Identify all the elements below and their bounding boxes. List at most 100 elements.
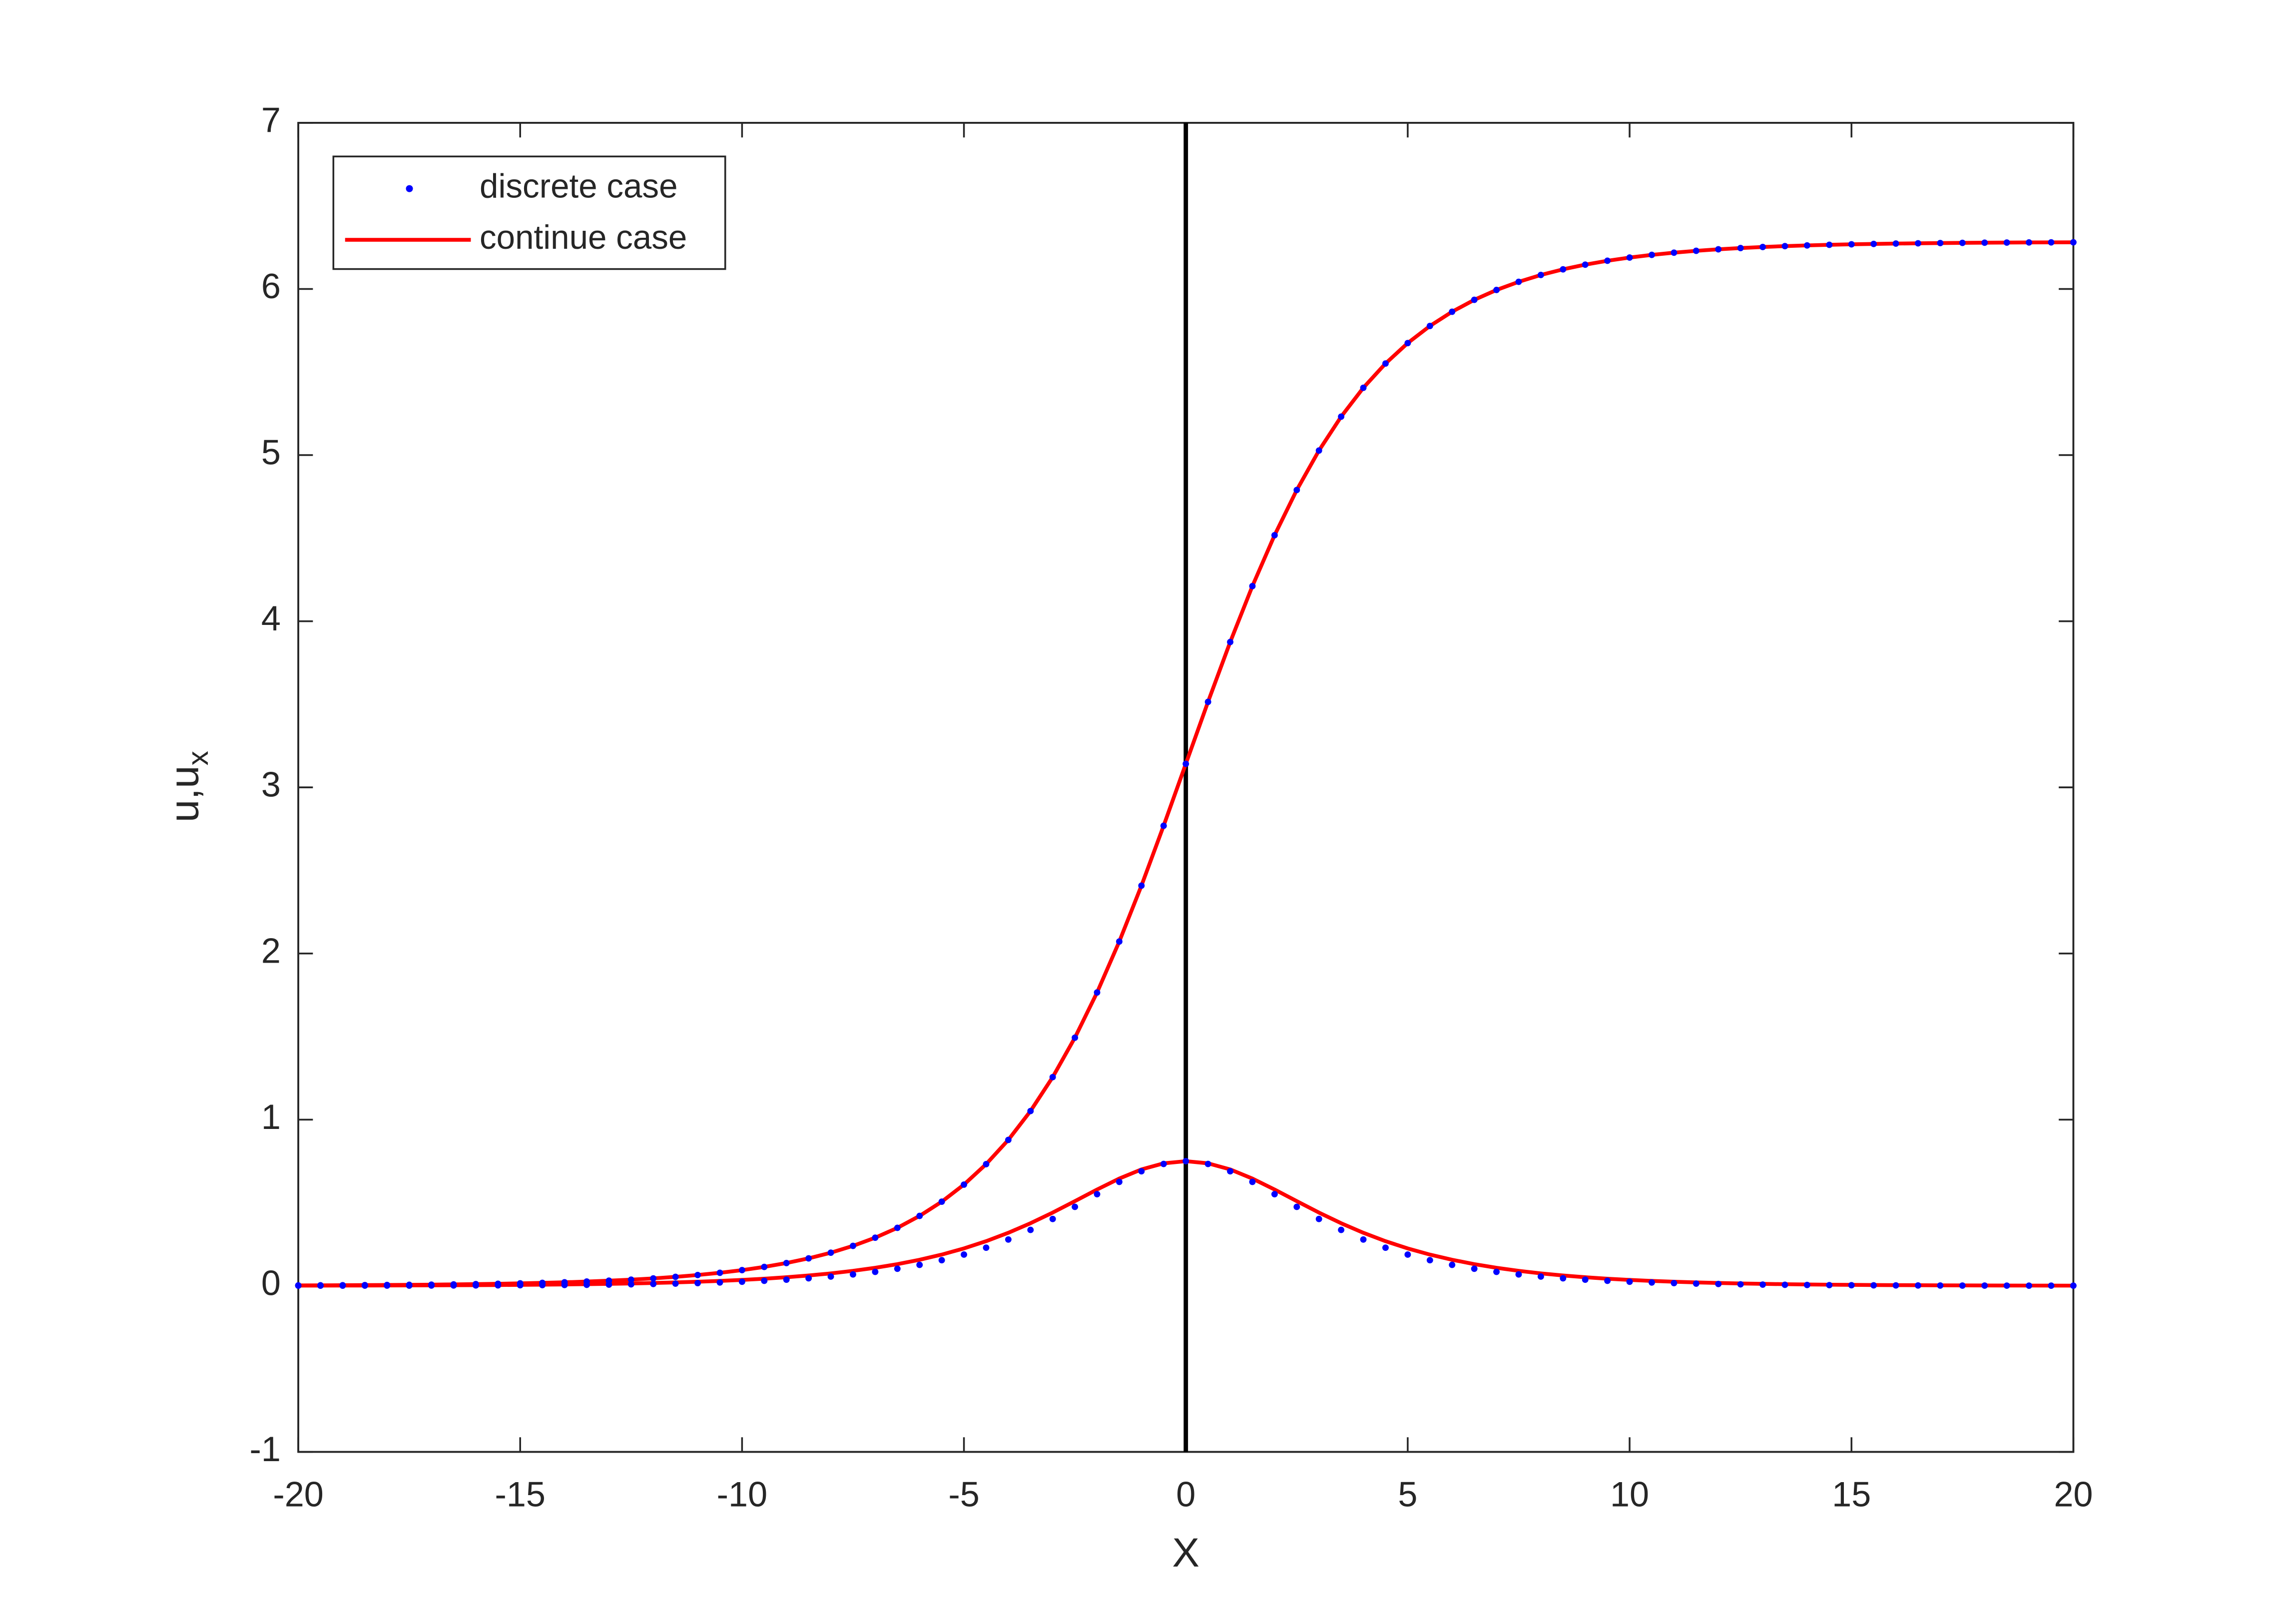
- x-tick-label: 5: [1398, 1475, 1417, 1514]
- data-point: [1737, 1281, 1744, 1288]
- data-point: [517, 1282, 524, 1289]
- data-point: [1537, 1273, 1544, 1280]
- data-point: [1338, 1226, 1345, 1233]
- data-point: [894, 1265, 901, 1272]
- data-point: [1049, 1215, 1056, 1222]
- data-point: [1870, 240, 1877, 247]
- data-point: [738, 1267, 745, 1274]
- data-point: [2026, 1282, 2032, 1289]
- data-point: [1271, 1191, 1278, 1197]
- y-tick-label: -1: [250, 1429, 281, 1469]
- data-point: [406, 1282, 413, 1289]
- data-point: [428, 1282, 435, 1289]
- legend-label: discrete case: [480, 167, 678, 205]
- data-point: [1781, 243, 1788, 250]
- data-point: [1204, 698, 1211, 705]
- data-point: [1915, 240, 1921, 247]
- data-point: [1693, 1280, 1700, 1287]
- data-point: [1826, 241, 1833, 248]
- data-point: [1493, 287, 1500, 293]
- data-point: [583, 1281, 590, 1288]
- data-point: [1116, 1178, 1123, 1185]
- data-point: [2070, 239, 2077, 246]
- data-point: [694, 1280, 701, 1286]
- data-point: [1537, 272, 1544, 278]
- data-point: [1626, 254, 1633, 261]
- data-point: [1959, 1282, 1966, 1289]
- data-point: [1604, 1277, 1611, 1284]
- data-point: [450, 1282, 457, 1289]
- data-point: [1626, 1278, 1633, 1285]
- data-point: [1892, 1282, 1899, 1289]
- y-tick-label: 2: [261, 931, 281, 970]
- data-point: [1027, 1107, 1034, 1114]
- data-point: [1049, 1074, 1056, 1081]
- data-point: [916, 1212, 923, 1219]
- data-point: [1693, 247, 1700, 254]
- x-tick-label: -20: [273, 1475, 324, 1514]
- data-point: [938, 1257, 945, 1264]
- data-point: [361, 1282, 368, 1289]
- data-point: [1493, 1268, 1500, 1275]
- data-point: [1005, 1136, 1012, 1143]
- data-point: [872, 1234, 879, 1241]
- data-point: [1937, 240, 1944, 246]
- data-point: [650, 1280, 657, 1287]
- x-tick-label: 15: [1832, 1475, 1871, 1514]
- data-point: [472, 1282, 479, 1289]
- data-point: [1848, 1282, 1855, 1289]
- data-point: [1360, 384, 1367, 391]
- data-point: [738, 1278, 745, 1285]
- data-point: [1959, 239, 1966, 246]
- y-tick-label: 7: [261, 100, 281, 139]
- data-point: [805, 1255, 812, 1262]
- data-point: [805, 1275, 812, 1282]
- data-point: [2003, 239, 2010, 246]
- data-point: [1315, 447, 1322, 454]
- data-point: [1094, 989, 1101, 996]
- y-axis-label-main: u,u: [161, 765, 207, 822]
- y-tick-label: 4: [261, 598, 281, 638]
- data-point: [650, 1275, 657, 1282]
- data-point: [1271, 532, 1278, 539]
- data-point: [1715, 246, 1722, 253]
- data-point: [1471, 296, 1478, 303]
- data-point: [672, 1280, 679, 1287]
- data-point: [1315, 1215, 1322, 1222]
- data-point: [1803, 242, 1810, 249]
- data-point: [1293, 487, 1300, 494]
- data-point: [2048, 239, 2055, 246]
- y-tick-label: 5: [261, 433, 281, 472]
- data-point: [938, 1198, 945, 1205]
- data-point: [827, 1249, 834, 1256]
- data-point: [1404, 1251, 1411, 1258]
- data-point: [1803, 1281, 1810, 1288]
- data-point: [1981, 239, 1988, 246]
- data-point: [1671, 1280, 1678, 1286]
- data-point: [1892, 240, 1899, 247]
- data-point: [1759, 244, 1766, 250]
- data-point: [1560, 266, 1567, 273]
- data-point: [850, 1271, 856, 1278]
- data-point: [1671, 249, 1678, 256]
- y-tick-label: 0: [261, 1263, 281, 1302]
- data-point: [1027, 1226, 1034, 1233]
- x-tick-label: -5: [948, 1475, 979, 1514]
- legend-label: continue case: [480, 219, 687, 256]
- data-point: [1005, 1236, 1012, 1243]
- data-point: [1138, 882, 1145, 889]
- data-point: [384, 1282, 391, 1289]
- data-point: [1160, 822, 1167, 829]
- data-point: [1781, 1281, 1788, 1288]
- data-point: [716, 1279, 723, 1286]
- data-point: [1870, 1282, 1877, 1289]
- data-point: [761, 1277, 768, 1284]
- x-axis-label: X: [1172, 1530, 1199, 1576]
- data-point: [872, 1268, 879, 1275]
- x-tick-label: 0: [1176, 1475, 1195, 1514]
- data-point: [1582, 261, 1589, 268]
- data-point: [1249, 582, 1256, 589]
- data-point: [1937, 1282, 1944, 1289]
- data-point: [495, 1282, 502, 1289]
